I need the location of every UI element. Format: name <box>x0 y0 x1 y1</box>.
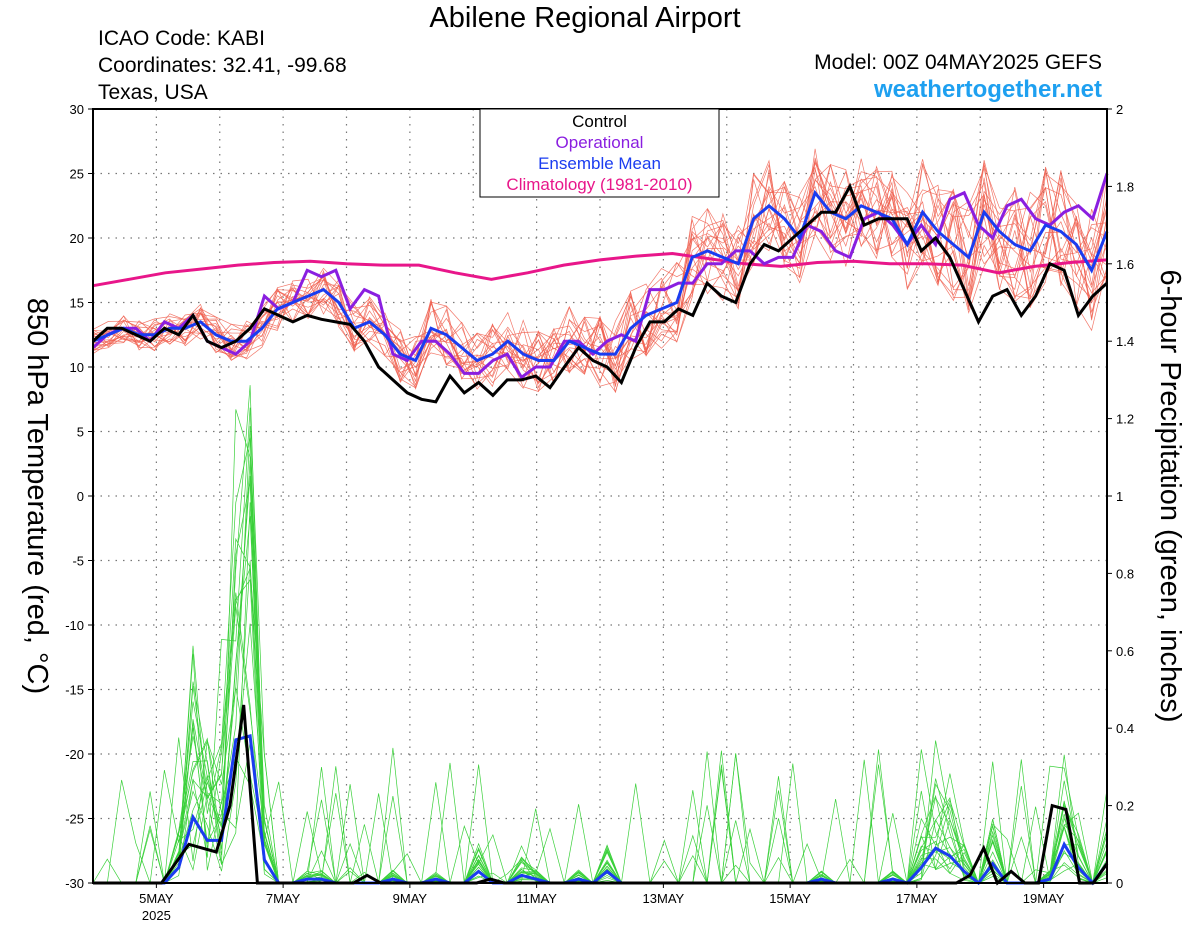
temp-member-line <box>92 158 1108 389</box>
axis-ticks: 302520151050-5-10-15-20-25-3021.81.61.41… <box>65 102 1134 923</box>
tick-label-bottom: 11MAY <box>516 891 557 906</box>
site-link[interactable]: weathertogether.net <box>873 76 1102 103</box>
legend-entry: Control <box>572 112 627 131</box>
tick-label-left: -30 <box>65 876 84 891</box>
tick-label-left: 0 <box>77 489 84 504</box>
legend-box <box>479 108 720 198</box>
tick-label-right: 1.2 <box>1116 412 1134 427</box>
tick-label-right: 0.6 <box>1116 644 1134 659</box>
tick-label-left: -20 <box>65 747 84 762</box>
legend-entry: Operational <box>556 133 644 152</box>
model-run: Model: 00Z 04MAY2025 GEFS <box>814 51 1102 74</box>
coordinates: Coordinates: 32.41, -99.68 <box>98 54 347 77</box>
control-temp-line <box>91 182 1109 404</box>
legend-entry: Ensemble Mean <box>538 154 661 173</box>
tick-label-left: -25 <box>65 812 84 827</box>
precip-member-line <box>93 437 1108 885</box>
tick-label-right: 0.8 <box>1116 566 1134 581</box>
tick-label-bottom: 7MAY <box>266 891 301 906</box>
ensemble-mean-temp-line <box>92 189 1109 363</box>
tick-label-right: 0 <box>1116 876 1123 891</box>
temp-member-line <box>92 157 1108 393</box>
precip-member-line <box>93 409 1108 885</box>
tick-label-bottom: 15MAY <box>769 891 811 906</box>
operational-line <box>91 173 1109 380</box>
tick-label-bottom: 19MAY <box>1023 891 1065 906</box>
tick-label-bottom: 5MAY <box>139 891 174 906</box>
tick-label-right: 1.6 <box>1116 257 1134 272</box>
tick-label-left: 15 <box>70 296 84 311</box>
tick-label-bottom: 13MAY <box>643 891 685 906</box>
tick-label-bottom: 9MAY <box>393 891 428 906</box>
climatology-line <box>92 251 1108 288</box>
legend: Control Operational Ensemble Mean Climatolo… <box>479 108 720 198</box>
precip-member-line <box>93 516 1108 884</box>
legend-entry: Climatology (1981-2010) <box>506 175 692 194</box>
y-axis-label-left: 850 hPa Temperature (red, °C) <box>21 298 53 694</box>
tick-label-left: 30 <box>70 102 84 117</box>
precip-member-line <box>93 407 1108 884</box>
tick-label-right: 1.4 <box>1116 334 1134 349</box>
tick-label-bottom: 17MAY <box>896 891 938 906</box>
temp-member-line <box>92 162 1108 392</box>
precip-member-line <box>93 606 1108 885</box>
icao-code: ICAO Code: KABI <box>98 27 265 50</box>
ensemble-mean-precip-line <box>93 733 1109 886</box>
tick-label-left: -10 <box>65 618 84 633</box>
y-axis-label-right: 6-hour Precipitation (green, inches) <box>1154 270 1186 723</box>
tick-label-right: 0.4 <box>1116 721 1134 736</box>
temp-member-line <box>92 172 1108 375</box>
tick-label-right: 2 <box>1116 102 1123 117</box>
tick-label-left: 10 <box>70 360 84 375</box>
tick-label-left: 5 <box>77 425 84 440</box>
tick-label-right: 0.2 <box>1116 799 1134 814</box>
tick-label-left: 20 <box>70 231 84 246</box>
precip-member-line <box>93 568 1108 884</box>
chart-title: Abilene Regional Airport <box>429 2 741 34</box>
tick-label-year: 2025 <box>142 908 171 923</box>
region: Texas, USA <box>98 81 208 104</box>
tick-label-left: 25 <box>70 167 84 182</box>
tick-label-right: 1 <box>1116 489 1123 504</box>
temp-member-line <box>92 165 1108 380</box>
tick-label-left: -15 <box>65 683 84 698</box>
tick-label-right: 1.8 <box>1116 179 1134 194</box>
temp-member-line <box>92 175 1108 385</box>
tick-label-left: -5 <box>72 554 84 569</box>
